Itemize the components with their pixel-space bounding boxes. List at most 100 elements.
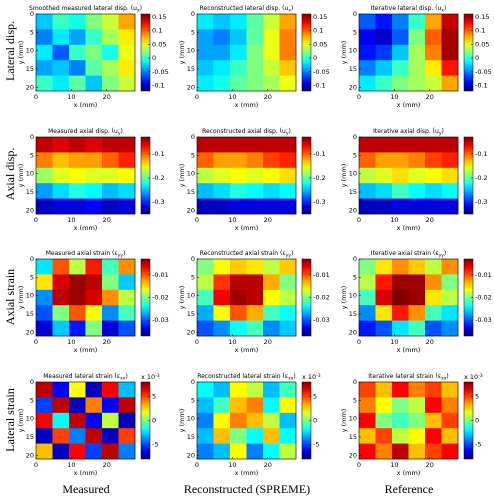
heat-cell [375,443,393,460]
heat-cell [392,75,409,92]
heat-cell [197,29,214,46]
y-axis-label: y (mm) [17,286,25,310]
title-close: ) [125,373,127,380]
heat-cell [408,397,426,414]
heat-cell [408,274,426,291]
heat-cell [425,259,442,275]
colorbar-tick-label: -5 [313,441,319,449]
heat-cell [36,428,53,444]
colorbar-tick-label: 0 [152,54,156,62]
heat-cell [425,14,442,30]
colorbar-tick-label: -0.02 [152,294,169,302]
title-close: ) [289,128,291,135]
heat-cell [392,152,409,169]
heat-cell [36,320,53,337]
heat-cell [246,320,264,337]
colorbar-scale: x 10-3 [141,373,160,382]
x-tick-label: 0 [34,461,38,469]
heat-cell [392,137,409,153]
y-axis-label: y (mm) [17,164,25,188]
heat-cell [85,198,103,215]
colorbar-tick-label: -0.1 [152,82,165,90]
heat-cell [392,60,409,76]
x-tick-label: 20 [426,461,434,469]
heat-cell [36,289,53,306]
heat-cell [375,259,393,275]
heat-cell [408,289,426,306]
heat-cell [408,412,426,429]
title-close: ) [140,5,142,12]
title-subscript: y [286,131,289,136]
heat-cell [52,137,70,153]
y-tick-label: 10 [349,47,357,55]
heat-cell [213,198,231,215]
heat-cell [279,428,297,444]
axes-frame [358,258,459,337]
heat-cell [392,29,409,46]
heat-cell [279,198,297,215]
panel-title: Smoothed measured lateral disp. (ux) [29,5,142,14]
colorbar-tick-label: -0.3 [475,198,488,206]
heat-cell [197,198,214,215]
heat-cell [230,382,247,398]
title-close: ) [291,5,293,12]
heat-cell [392,274,409,291]
heat-cell [279,443,297,460]
heat-cell [213,29,231,46]
y-tick-label: 15 [187,310,195,318]
y-tick-label: 5 [30,396,34,404]
y-tick-label: 0 [30,255,34,263]
y-tick-label: 0 [30,10,34,18]
heat-cell [36,137,53,153]
colorbar-tick-label: -0.01 [313,271,330,279]
colorbar-tick-label: -0.2 [475,174,488,182]
y-axis-label: y (mm) [340,286,348,310]
heat-cell [52,274,70,291]
heat-cell [69,60,86,76]
heat-cell [213,75,231,92]
title-subscript: yy [439,253,445,258]
heat-cell [69,305,86,321]
panel-title: Iterative axial strain (εyy) [371,250,447,259]
y-tick-label: 10 [349,170,357,178]
heat-cell [85,397,103,414]
y-axis-label: y (mm) [178,164,186,188]
heat-cell [263,289,280,306]
heat-cell [246,289,264,306]
heat-cell [213,289,231,306]
heat-cell [441,198,459,215]
heat-cell [69,137,86,153]
x-axis-label: x (mm) [235,346,259,354]
heat-cell [118,412,136,429]
heat-cell [118,183,136,199]
heat-cell [279,412,297,429]
colorbar [140,13,151,92]
heat-cell [85,289,103,306]
title-subscript: y [439,131,442,136]
heat-cell [118,29,136,46]
colorbar-tick-label: -5 [475,441,481,449]
title-symbol: u [133,5,137,12]
heat-cell [441,60,459,76]
heat-cell [85,167,103,184]
title-close: ) [121,128,123,135]
heat-cell [359,198,376,215]
scale-exponent: -3 [478,373,483,379]
title-symbol: ε [114,250,117,257]
colorbar-tick-label: 0 [313,54,317,62]
heat-cell [246,443,264,460]
heat-cell [197,137,214,153]
heat-cell [279,183,297,199]
heat-cell [69,152,86,169]
heat-cell [441,382,459,398]
x-axis-label: x (mm) [74,101,98,109]
heat-cell [279,397,297,414]
heat-cell [69,198,86,215]
heat-cell [213,397,231,414]
y-tick-label: 5 [353,151,357,159]
x-tick-label: 10 [228,216,236,224]
heat-cell [279,382,297,398]
heat-cell [118,75,136,92]
colorbar-tick-label: -0.3 [152,198,165,206]
